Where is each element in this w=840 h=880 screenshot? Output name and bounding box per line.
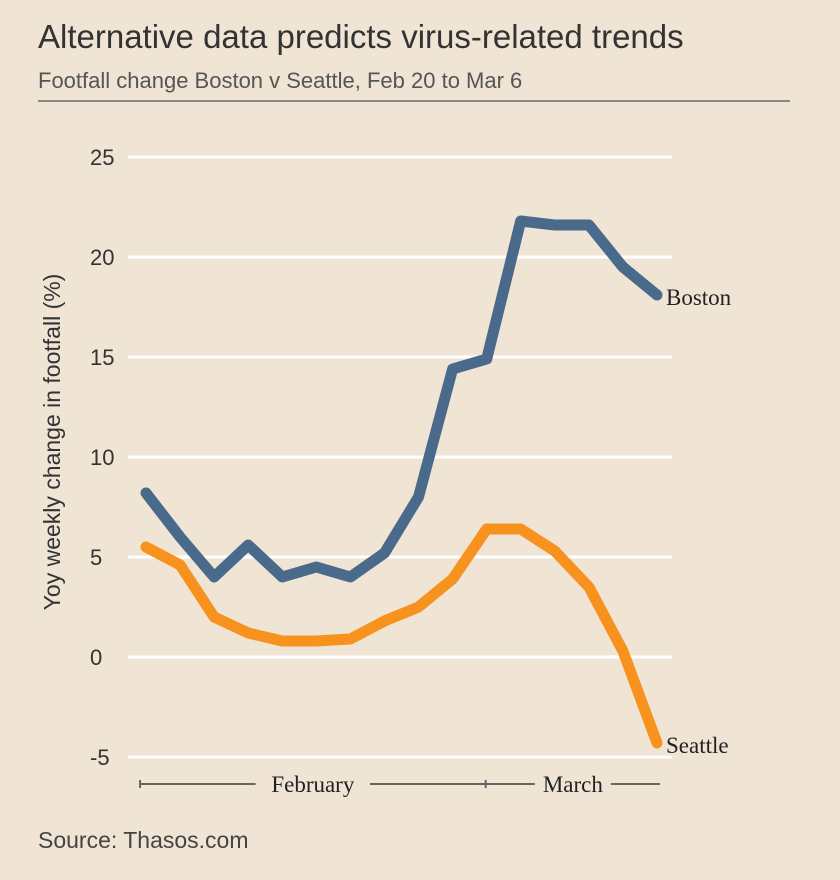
series-label-seattle: Seattle: [666, 733, 729, 758]
y-tick-label: 0: [90, 645, 102, 670]
y-tick-labels: 25 20 15 10 5 0 -5: [90, 145, 114, 770]
x-axis-groups: February March: [139, 772, 660, 797]
y-tick-label: 10: [90, 445, 114, 470]
chart-title: Alternative data predicts virus-related …: [38, 18, 684, 55]
series-line-seattle: [140, 523, 663, 749]
chart-subtitle: Footfall change Boston v Seattle, Feb 20…: [38, 68, 523, 93]
y-tick-label: 25: [90, 145, 114, 170]
source-note: Source: Thasos.com: [38, 827, 249, 853]
y-axis-label: Yoy weekly change in footfall (%): [39, 274, 65, 611]
series-label-boston: Boston: [666, 285, 732, 310]
x-group-label-march: March: [543, 772, 604, 797]
series-lines: [140, 215, 663, 749]
y-tick-label: 5: [90, 545, 102, 570]
y-tick-label: 20: [90, 245, 114, 270]
gridlines: [128, 155, 672, 759]
title-divider: [38, 100, 790, 102]
series-labels: Boston Seattle: [666, 285, 732, 758]
x-group-label-february: February: [271, 772, 355, 797]
series-line-boston: [140, 215, 663, 583]
y-tick-label: -5: [90, 745, 110, 770]
y-tick-label: 15: [90, 345, 114, 370]
